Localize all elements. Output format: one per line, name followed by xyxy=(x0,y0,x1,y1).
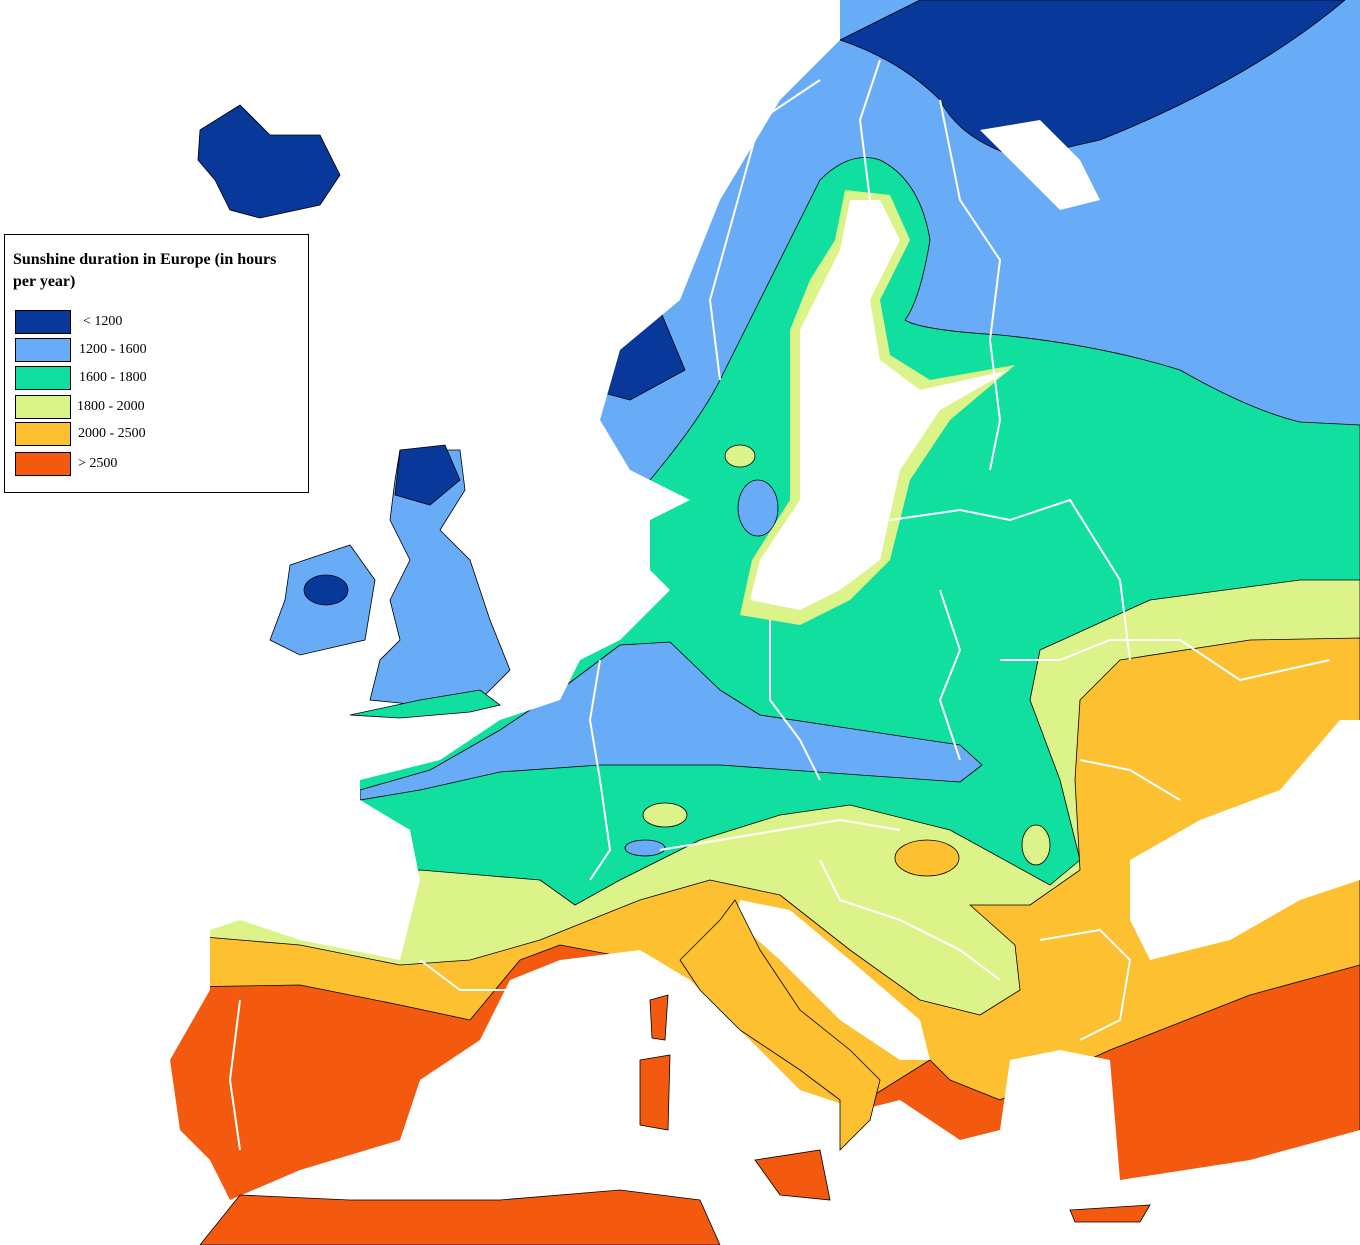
white-sea xyxy=(980,120,1100,210)
blob-1200-1600-sweden xyxy=(737,479,779,537)
legend-swatch xyxy=(15,395,71,419)
country-borders xyxy=(228,59,1331,1151)
legend-item: 1600 - 1800 xyxy=(15,365,147,391)
legend-swatch xyxy=(15,338,71,362)
baltic-sea xyxy=(750,200,1010,610)
blob-1200-1600-alps xyxy=(624,839,666,857)
crete xyxy=(1069,1204,1151,1223)
legend-swatch xyxy=(15,422,71,446)
blob-1800-2000-romania xyxy=(1021,824,1051,866)
legend-label: 1800 - 2000 xyxy=(77,399,145,414)
legend: Sunshine duration in Europe (in hours pe… xyxy=(4,234,309,493)
black-sea xyxy=(1130,720,1360,960)
ireland-under-1200 xyxy=(303,574,349,606)
legend-item: 2000 - 2500 xyxy=(15,421,146,447)
italy xyxy=(679,899,881,1151)
legend-item: < 1200 xyxy=(15,309,122,335)
legend-title: Sunshine duration in Europe (in hours pe… xyxy=(13,251,277,290)
legend-label: 2000 - 2500 xyxy=(78,426,146,441)
corsica xyxy=(649,994,669,1041)
legend-label: 1600 - 1800 xyxy=(79,370,147,385)
legend-label: > 2500 xyxy=(78,456,118,471)
adriatic-sea xyxy=(735,900,930,1060)
legend-swatch xyxy=(15,310,71,334)
scotland-under-1200 xyxy=(394,444,461,506)
legend-label: < 1200 xyxy=(83,314,123,329)
legend-swatch xyxy=(15,366,71,390)
sardinia xyxy=(639,1054,671,1131)
legend-label: 1200 - 1600 xyxy=(79,342,147,357)
legend-item: 1200 - 1600 xyxy=(15,337,147,363)
blob-1800-2000-germany xyxy=(642,802,688,828)
mediterranean-sea xyxy=(200,950,1360,1245)
iceland xyxy=(197,104,341,219)
england-south-1600-1800 xyxy=(349,689,501,719)
legend-item: 1800 - 2000 xyxy=(15,394,145,420)
sicily xyxy=(754,1149,831,1201)
legend-item: > 2500 xyxy=(15,451,117,477)
legend-swatch xyxy=(15,452,71,476)
north-africa xyxy=(199,1189,721,1245)
blob-1800-2000-sweden xyxy=(724,444,756,468)
blob-2000-2500-hungary xyxy=(894,839,960,877)
